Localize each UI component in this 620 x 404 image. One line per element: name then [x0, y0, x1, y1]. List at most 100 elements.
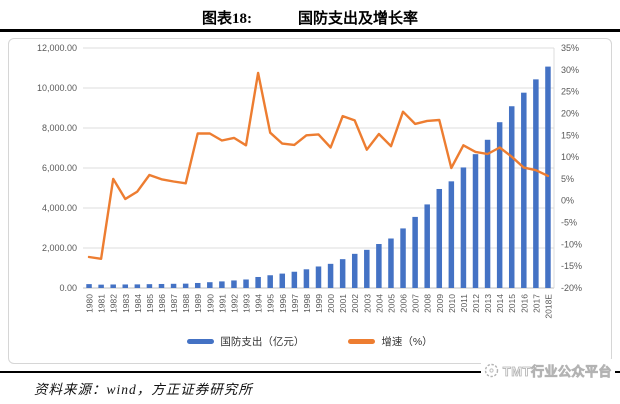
x-axis-tick-label: 1996	[278, 294, 288, 313]
defense-spending-bar	[521, 92, 527, 289]
defense-spending-bar	[412, 216, 418, 288]
defense-spending-bar	[424, 204, 430, 288]
x-axis-tick-label: 2007	[411, 294, 421, 313]
right-axis-tick-label: 5%	[561, 174, 574, 184]
defense-spending-bar	[110, 284, 116, 288]
right-axis-tick-label: -10%	[561, 239, 582, 249]
x-axis-tick-label: 2001	[338, 294, 348, 313]
defense-spending-bar	[267, 275, 273, 288]
defense-spending-bar	[303, 269, 310, 288]
defense-spending-bar	[496, 122, 503, 288]
defense-spending-bar	[158, 283, 165, 288]
defense-spending-bar	[207, 282, 213, 288]
legend-item-defense-spending: 国防支出（亿元）	[187, 334, 304, 349]
defense-spending-bar	[255, 276, 261, 288]
chart-header: 图表18: 国防支出及增长率	[0, 6, 620, 28]
x-axis-tick-label: 2010	[447, 294, 457, 313]
legend-label-growth-rate: 增速（%）	[381, 336, 433, 348]
left-axis-tick-label: 0.00	[59, 283, 77, 293]
defense-spending-bar	[545, 66, 551, 288]
x-axis-tick-label: 1980	[85, 294, 95, 313]
defense-spending-bar	[315, 266, 322, 288]
x-axis-tick-label: 2009	[435, 294, 445, 313]
right-axis-tick-label: 15%	[561, 130, 579, 140]
x-axis-tick-label: 2017	[531, 294, 541, 313]
defense-spending-bar	[98, 284, 104, 288]
defense-spending-bar	[351, 253, 358, 288]
chart-title: 国防支出及增长率	[297, 10, 418, 27]
defense-spending-bar	[339, 259, 346, 288]
x-axis-tick-label: 2002	[350, 294, 360, 313]
defense-spending-bar	[122, 284, 129, 288]
x-axis-tick-label: 2011	[459, 294, 469, 313]
right-axis-tick-label: 20%	[561, 108, 579, 118]
legend-item-growth-rate: 增速（%）	[348, 334, 433, 349]
x-axis-tick-label: 1994	[254, 294, 264, 313]
defense-spending-bar	[484, 139, 491, 288]
x-axis-tick-label: 1990	[205, 294, 215, 313]
defense-spending-bar	[460, 167, 467, 288]
watermark-text: TMT行业公众平台	[502, 363, 612, 379]
x-axis-tick-label: 2006	[399, 294, 409, 313]
right-axis-tick-label: 0%	[561, 196, 574, 206]
x-axis-tick-label: 2003	[362, 294, 372, 313]
left-axis-tick-label: 10,000.00	[37, 83, 77, 93]
defense-spending-bar	[436, 188, 443, 288]
x-axis-tick-label: 2018E	[543, 294, 553, 319]
x-axis-tick-label: 1984	[133, 294, 143, 313]
defense-spending-bar	[533, 79, 539, 288]
x-axis-tick-label: 1981	[97, 294, 107, 313]
x-axis-tick-label: 2016	[519, 294, 529, 313]
defense-spending-bar	[400, 228, 406, 288]
line-series-swatch-icon	[348, 339, 376, 344]
chart-legend: 国防支出（亿元） 增速（%）	[9, 334, 611, 349]
watermark-logo-icon	[484, 363, 498, 377]
defense-spending-bar	[194, 282, 201, 288]
chart-container: 12,000.00 10,000.00 8,000.00 6,000.00 4,000.…	[8, 38, 612, 364]
chart-svg: 12,000.00 10,000.00 8,000.00 6,000.00 4,000.…	[37, 43, 582, 319]
defense-spending-bar	[182, 283, 189, 288]
defense-spending-bar	[376, 244, 382, 288]
x-axis-tick-label: 1991	[217, 294, 227, 313]
right-axis-tick-label: -5%	[561, 218, 577, 228]
x-axis-tick-label: 2008	[423, 294, 433, 313]
x-axis-tick-label: 1989	[193, 294, 203, 313]
defense-spending-bar	[388, 238, 394, 288]
x-axis-tick-label: 1992	[229, 294, 239, 313]
defense-spending-bar	[86, 284, 92, 288]
defense-spending-bar	[219, 281, 225, 288]
left-axis-tick-label: 12,000.00	[37, 43, 77, 53]
defense-spending-bar	[279, 273, 286, 288]
x-axis-tick-label: 2015	[507, 294, 517, 313]
bar-series-swatch-icon	[187, 339, 215, 344]
defense-spending-bar	[508, 106, 515, 289]
right-axis-tick-label: 25%	[561, 87, 579, 97]
x-axis-tick-label: 1995	[266, 294, 276, 313]
x-axis-tick-label: 1986	[157, 294, 167, 313]
x-axis-tick-label: 1982	[109, 294, 119, 313]
x-axis-tick-label: 1987	[169, 294, 179, 313]
footer-divider-rule	[0, 371, 620, 373]
x-axis-tick-label: 2013	[483, 294, 493, 313]
defense-spending-bar	[170, 283, 177, 288]
x-axis-tick-label: 1998	[302, 294, 312, 313]
right-axis-tick-label: 30%	[561, 65, 579, 75]
growth-rate-line	[87, 71, 550, 261]
left-axis-tick-label: 2,000.00	[42, 243, 77, 253]
defense-spending-bar	[291, 271, 298, 288]
x-axis-tick-label: 1983	[121, 294, 131, 313]
x-axis-tick-label: 1997	[290, 294, 300, 313]
defense-spending-bar	[146, 284, 153, 288]
title-divider-rule	[0, 29, 620, 32]
defense-spending-bar	[243, 279, 249, 288]
x-axis-tick-label: 1988	[181, 294, 191, 313]
right-axis-tick-label: -15%	[561, 261, 582, 271]
x-axis-tick-label: 2012	[471, 294, 481, 313]
defense-spending-bar	[364, 249, 370, 288]
figure-number-label: 图表18:	[201, 10, 252, 27]
right-axis-tick-label: 10%	[561, 152, 579, 162]
defense-spending-bar	[231, 280, 237, 288]
x-axis-tick-label: 1999	[314, 294, 324, 313]
defense-spending-bar	[472, 154, 479, 288]
right-axis-tick-label: 35%	[561, 43, 579, 53]
